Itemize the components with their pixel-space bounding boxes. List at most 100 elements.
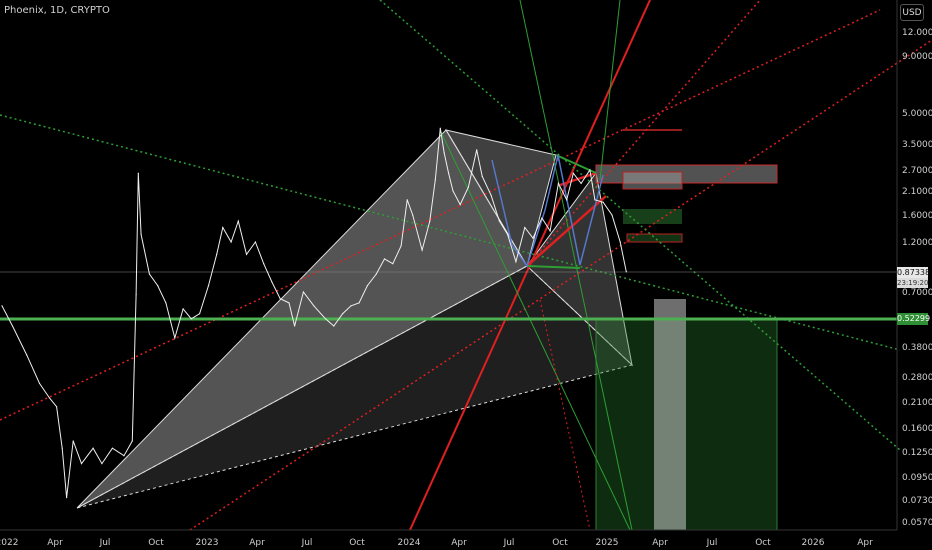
time-tick-label: Apr [249, 538, 265, 548]
price-point-27 [222, 226, 224, 229]
price-point-77 [611, 214, 613, 216]
price-point-75 [594, 199, 596, 201]
zone-green-1[interactable] [623, 209, 682, 224]
price-point-49 [406, 199, 408, 201]
price-tick-label: 1.60000 [902, 211, 932, 221]
price-tick-label: 9.00000 [902, 52, 932, 62]
time-tick-label: 2023 [196, 538, 219, 548]
price-point-43 [358, 302, 360, 304]
zone-upper-gray[interactable] [622, 171, 683, 190]
position-box[interactable] [595, 129, 778, 531]
price-point-17 [140, 233, 142, 236]
time-tick-label: 2026 [802, 538, 825, 548]
price-point-54 [439, 127, 441, 129]
price-point-56 [448, 172, 450, 174]
price-point-48 [400, 245, 402, 247]
price-point-28 [230, 241, 232, 243]
price-point-9 [80, 463, 83, 465]
price-point-30 [245, 253, 248, 255]
price-point-74 [589, 169, 591, 171]
price-point-25 [207, 285, 210, 287]
price-tick-label: 12.00000 [902, 28, 932, 38]
price-tick-label: 3.50000 [902, 140, 932, 150]
green-trend-solid-2[interactable] [439, 129, 631, 531]
price-point-69 [549, 230, 551, 232]
green-line-b[interactable] [526, 265, 581, 269]
price-point-5 [56, 406, 58, 408]
time-tick-label: 2025 [596, 538, 619, 548]
time-tick-label: 2024 [398, 538, 421, 548]
price-point-67 [532, 237, 534, 239]
time-tick-label: Oct [755, 538, 771, 548]
price-point-33 [271, 281, 273, 283]
price-point-46 [383, 258, 386, 260]
price-point-44 [366, 285, 368, 287]
time-tick-label: Oct [552, 538, 568, 548]
price-point-58 [459, 204, 461, 206]
green-trend-solid-3[interactable] [599, 0, 621, 181]
harmonic-cd-triangle[interactable] [526, 171, 633, 367]
target-zone[interactable] [595, 319, 778, 531]
price-point-78 [619, 241, 621, 243]
abcd-pattern[interactable] [491, 154, 604, 268]
price-point-29 [237, 220, 239, 222]
price-point-10 [92, 447, 94, 449]
price-point-61 [481, 175, 483, 177]
red-line-short[interactable] [526, 195, 607, 267]
symbol-title: Phoenix, 1D, CRYPTO [4, 5, 110, 16]
price-point-13 [123, 455, 125, 457]
red-diag-dotted-left[interactable] [539, 299, 591, 531]
red-trend-dotted-1[interactable] [0, 9, 881, 421]
green-trend-solid-1[interactable] [519, 0, 633, 531]
price-line[interactable] [1, 128, 627, 498]
price-point-53 [434, 179, 436, 181]
support-price-tag: 0.52299 [897, 313, 931, 325]
green-trend-dotted-1[interactable] [0, 114, 901, 351]
trend-lines[interactable] [0, 0, 932, 531]
time-tick-label: Jul [503, 538, 515, 548]
forecast-bar[interactable] [654, 299, 686, 530]
price-point-18 [148, 273, 150, 275]
price-tick-label: 5.00000 [902, 109, 932, 119]
price-point-41 [342, 313, 344, 315]
price-point-21 [174, 337, 176, 339]
price-point-38 [313, 305, 315, 307]
price-point-52 [429, 220, 431, 222]
price-point-32 [263, 263, 265, 265]
price-point-24 [199, 313, 201, 315]
price-point-0 [1, 305, 3, 307]
red-trend-dotted-2[interactable] [189, 39, 932, 531]
price-point-70 [557, 182, 560, 184]
time-tick-label: Jul [99, 538, 111, 548]
price-point-71 [566, 199, 568, 201]
price-point-3 [38, 382, 41, 384]
price-point-47 [392, 263, 394, 265]
time-axis[interactable]: 2022 Apr Jul Oct 2023 Apr Jul Oct 2024 Apr Jul Oct 2… [0, 538, 873, 548]
price-point-1 [11, 325, 14, 327]
price-points [1, 127, 627, 499]
price-point-16 [137, 172, 139, 174]
price-point-8 [72, 440, 74, 442]
price-point-36 [294, 325, 296, 327]
red-trend-dotted-3[interactable] [526, 0, 761, 267]
current-price-tag: 0.87338 [897, 267, 931, 278]
price-point-57 [452, 190, 454, 192]
zone-green-2[interactable] [626, 233, 683, 243]
price-point-59 [467, 186, 469, 188]
currency-button[interactable]: USD [900, 4, 924, 21]
price-point-4 [48, 397, 51, 399]
time-tick-label: Jul [706, 538, 718, 548]
price-tick-label: 2.10000 [902, 187, 932, 197]
price-point-65 [515, 261, 517, 263]
